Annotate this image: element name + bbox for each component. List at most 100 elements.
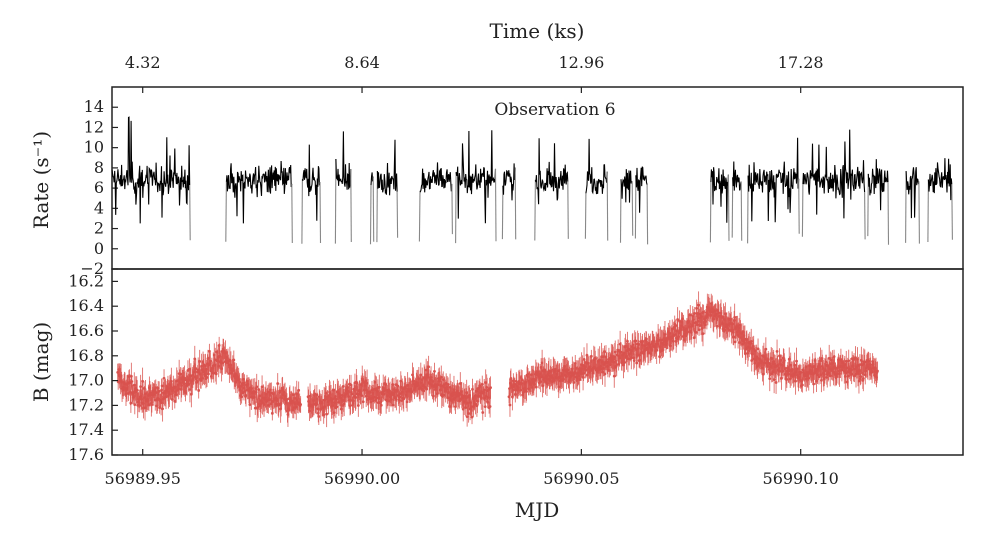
- rate-trace-segment: [372, 176, 375, 242]
- rate-trace-segment: [742, 240, 748, 244]
- rate-trace-segment: [905, 171, 907, 243]
- rate-trace-segment: [291, 183, 293, 244]
- magnitude-point: [626, 339, 629, 343]
- magnitude-point: [676, 318, 680, 321]
- rate-trace-segment: [867, 173, 869, 237]
- rate-trace-segment: [631, 181, 634, 236]
- magnitude-axis-label: B (mag): [29, 322, 53, 402]
- rate-trace-segment: [494, 168, 497, 242]
- magnitude-point: [481, 411, 485, 414]
- rate-trace-segment: [867, 159, 889, 211]
- rate-trace-segment: [319, 181, 322, 244]
- rate-trace-segment: [502, 163, 516, 201]
- magnitude-point: [857, 379, 861, 383]
- magnitude-point: [774, 381, 778, 384]
- magnitude-tick-label: 16.8: [68, 346, 104, 365]
- rate-tick-label: 8: [94, 158, 104, 177]
- rate-trace-segment: [376, 139, 398, 196]
- rate-trace-segment: [887, 182, 890, 245]
- mjd-tick-label: 56990.05: [543, 469, 619, 488]
- rate-trace-segment: [455, 130, 497, 224]
- rate-axis-label: Rate (s⁻¹): [29, 131, 53, 229]
- rate-trace-segment: [927, 179, 929, 243]
- rate-trace-segment: [802, 129, 866, 219]
- rate-tick-label: 6: [94, 178, 104, 197]
- rate-trace-segment: [369, 185, 372, 245]
- rate-trace-segment: [501, 185, 504, 240]
- rate-trace-segment: [335, 131, 352, 190]
- rate-trace-segment: [919, 240, 928, 245]
- rate-trace-segment: [709, 182, 712, 243]
- magnitude-tick-label: 16.2: [68, 271, 104, 290]
- rate-series: [111, 116, 953, 246]
- rate-trace-segment: [585, 138, 608, 195]
- magnitude-point: [697, 303, 700, 307]
- rate-trace-segment: [396, 191, 399, 238]
- magnitude-tick-label: 17.2: [68, 395, 104, 414]
- magnitude-tick-label: 16.4: [68, 296, 104, 315]
- rate-trace-segment: [534, 138, 569, 205]
- rate-tick-label: 2: [94, 219, 104, 238]
- top-tick-labels: 4.32 8.64 12.96 17.28: [125, 53, 824, 72]
- rate-trace-segment: [732, 161, 742, 191]
- mjd-axis-label: MJD: [515, 498, 560, 522]
- magnitude-point: [820, 378, 823, 382]
- magnitude-point: [232, 358, 236, 362]
- magnitude-trace: [508, 303, 878, 406]
- rate-trace-segment: [568, 238, 585, 246]
- rate-trace-segment: [190, 237, 226, 246]
- rate-tick-label: 12: [84, 117, 104, 136]
- rate-trace-segment: [514, 167, 517, 240]
- top-axis-label: Time (ks): [490, 19, 585, 43]
- top-tick-label: 17.28: [778, 53, 824, 72]
- rate-trace-segment: [584, 193, 587, 239]
- rate-trace-segment: [451, 183, 453, 235]
- rate-tick-label: −2: [80, 259, 104, 278]
- rate-trace-segment: [516, 237, 535, 246]
- mjd-tick-label: 56990.00: [324, 469, 400, 488]
- magnitude-point: [188, 388, 192, 391]
- top-tick-label: 12.96: [558, 53, 604, 72]
- magnitude-point: [812, 382, 816, 386]
- rate-trace-segment: [350, 169, 352, 243]
- rate-trace-segment: [225, 160, 293, 224]
- mjd-tick-label: 56990.10: [763, 469, 839, 488]
- rate-trace-segment: [747, 137, 800, 223]
- rate-trace-segment: [111, 116, 191, 224]
- magnitude-tick-label: 17.6: [68, 445, 104, 464]
- magnitude-trace: [307, 366, 491, 418]
- rate-trace-segment: [646, 184, 649, 245]
- rate-trace-segment: [606, 171, 609, 241]
- magnitude-tick-label: 17.4: [68, 420, 104, 439]
- rate-trace-segment: [619, 179, 622, 243]
- magnitude-point: [197, 389, 201, 392]
- magnitude-point: [688, 313, 692, 317]
- rate-trace-segment: [534, 179, 536, 241]
- rate-trace-segment: [496, 239, 502, 245]
- rate-trace-segment: [889, 238, 906, 246]
- rate-trace-segment: [608, 239, 621, 244]
- rate-trace-segment: [301, 144, 321, 221]
- magnitude-panel-frame: [111, 268, 964, 456]
- magnitude-panel: 16.2 16.4 16.6 16.8 17.0 17.2 17.4 17.6 56989.9…: [68, 268, 964, 488]
- rate-tick-label: 0: [94, 239, 104, 258]
- magnitude-point: [276, 382, 280, 385]
- magnitude-point: [603, 372, 607, 376]
- rate-trace-segment: [301, 179, 303, 244]
- rate-trace-segment: [321, 239, 336, 246]
- rate-trace-segment: [801, 183, 804, 237]
- magnitude-point: [360, 394, 364, 398]
- rate-trace-segment: [727, 174, 730, 241]
- rate-trace-segment: [225, 181, 227, 242]
- rate-trace-segment: [951, 184, 953, 240]
- rate-trace-segment: [455, 172, 457, 244]
- magnitude-point: [693, 312, 697, 315]
- rate-trace-segment: [905, 167, 920, 219]
- rate-trace-segment: [740, 181, 743, 241]
- rate-trace-segment: [927, 158, 953, 201]
- magnitude-tick-label: 16.6: [68, 321, 104, 340]
- observation-annotation: Observation 6: [494, 100, 615, 120]
- magnitude-point: [361, 400, 365, 404]
